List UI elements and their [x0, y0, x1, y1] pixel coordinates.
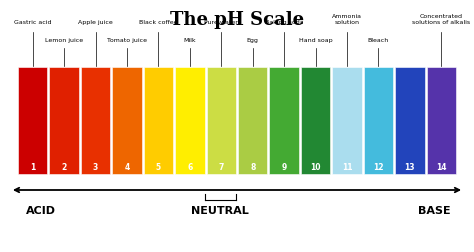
Bar — [301, 68, 330, 174]
Bar — [269, 68, 299, 174]
Text: Ammonia
solution: Ammonia solution — [332, 14, 362, 25]
Text: 10: 10 — [310, 162, 321, 171]
Bar — [332, 68, 362, 174]
Text: Black coffee: Black coffee — [139, 20, 178, 25]
Bar — [112, 68, 142, 174]
Text: The pH Scale: The pH Scale — [170, 11, 304, 29]
Bar — [144, 68, 173, 174]
Text: Hand soap: Hand soap — [299, 38, 332, 43]
Text: 8: 8 — [250, 162, 255, 171]
Text: NEUTRAL: NEUTRAL — [191, 205, 249, 215]
Text: Baking soda: Baking soda — [265, 20, 303, 25]
Bar — [207, 68, 236, 174]
Text: 9: 9 — [282, 162, 287, 171]
Text: 3: 3 — [93, 162, 98, 171]
Bar — [175, 68, 205, 174]
Text: 4: 4 — [124, 162, 129, 171]
Bar — [49, 68, 79, 174]
Text: 7: 7 — [219, 162, 224, 171]
Text: ACID: ACID — [26, 205, 56, 215]
Text: 12: 12 — [373, 162, 383, 171]
Bar — [395, 68, 425, 174]
Text: Apple juice: Apple juice — [78, 20, 113, 25]
Text: 13: 13 — [405, 162, 415, 171]
Text: 14: 14 — [436, 162, 447, 171]
Text: 2: 2 — [62, 162, 67, 171]
Text: Bleach: Bleach — [368, 38, 389, 43]
Text: 5: 5 — [156, 162, 161, 171]
Text: 6: 6 — [187, 162, 192, 171]
Text: 1: 1 — [30, 162, 36, 171]
Text: Lemon juice: Lemon juice — [45, 38, 83, 43]
Text: 11: 11 — [342, 162, 352, 171]
Text: Tomato juice: Tomato juice — [107, 38, 147, 43]
Bar — [427, 68, 456, 174]
Bar — [81, 68, 110, 174]
Text: BASE: BASE — [419, 205, 451, 215]
Text: Milk: Milk — [183, 38, 196, 43]
Text: Concentrated
solutions of alkalis: Concentrated solutions of alkalis — [412, 14, 470, 25]
Text: Pure water: Pure water — [204, 20, 238, 25]
Bar — [18, 68, 47, 174]
Text: Egg: Egg — [247, 38, 259, 43]
Text: Gastric acid: Gastric acid — [14, 20, 52, 25]
Bar — [238, 68, 267, 174]
Bar — [364, 68, 393, 174]
